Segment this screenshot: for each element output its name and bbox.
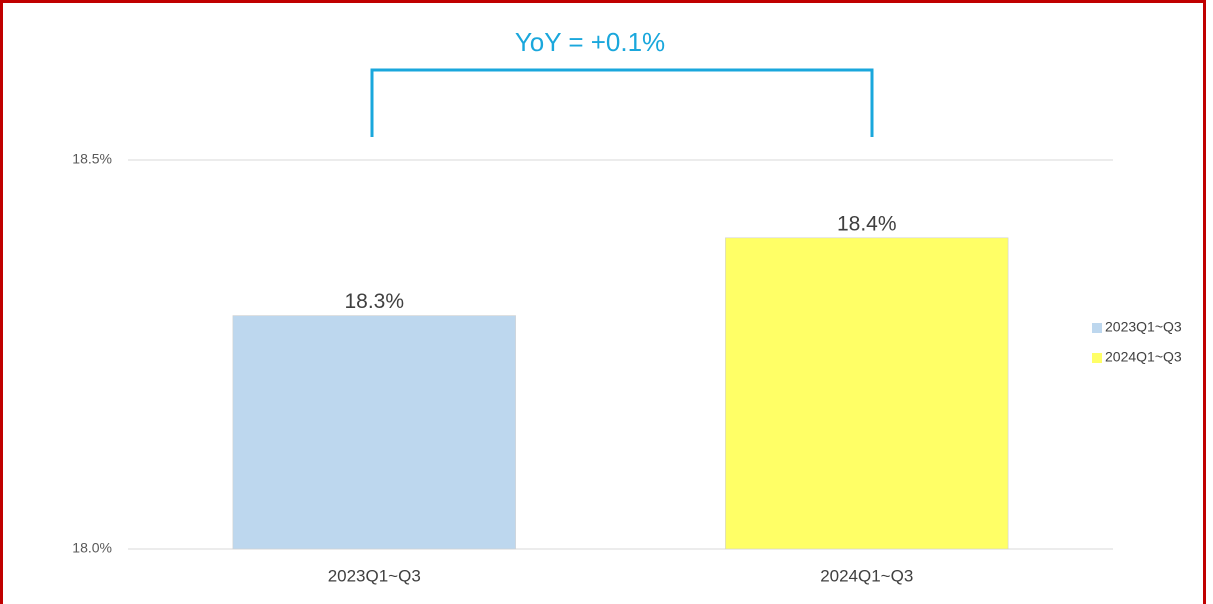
legend-label: 2024Q1~Q3	[1105, 349, 1182, 365]
legend-swatch	[1092, 323, 1102, 333]
y-tick-label: 18.0%	[72, 540, 112, 556]
x-tick-label: 2023Q1~Q3	[328, 566, 421, 585]
annotation: YoY = +0.1%	[515, 27, 665, 57]
bracket	[370, 68, 874, 137]
value-label: 18.4%	[837, 212, 897, 235]
legend-label: 2023Q1~Q3	[1105, 319, 1182, 335]
bar	[232, 315, 516, 550]
y-tick-label: 18.5%	[72, 151, 112, 167]
value-label: 18.3%	[344, 290, 404, 313]
legend-swatch	[1092, 353, 1102, 363]
x-tick-label: 2024Q1~Q3	[820, 566, 913, 585]
bar	[725, 237, 1009, 550]
